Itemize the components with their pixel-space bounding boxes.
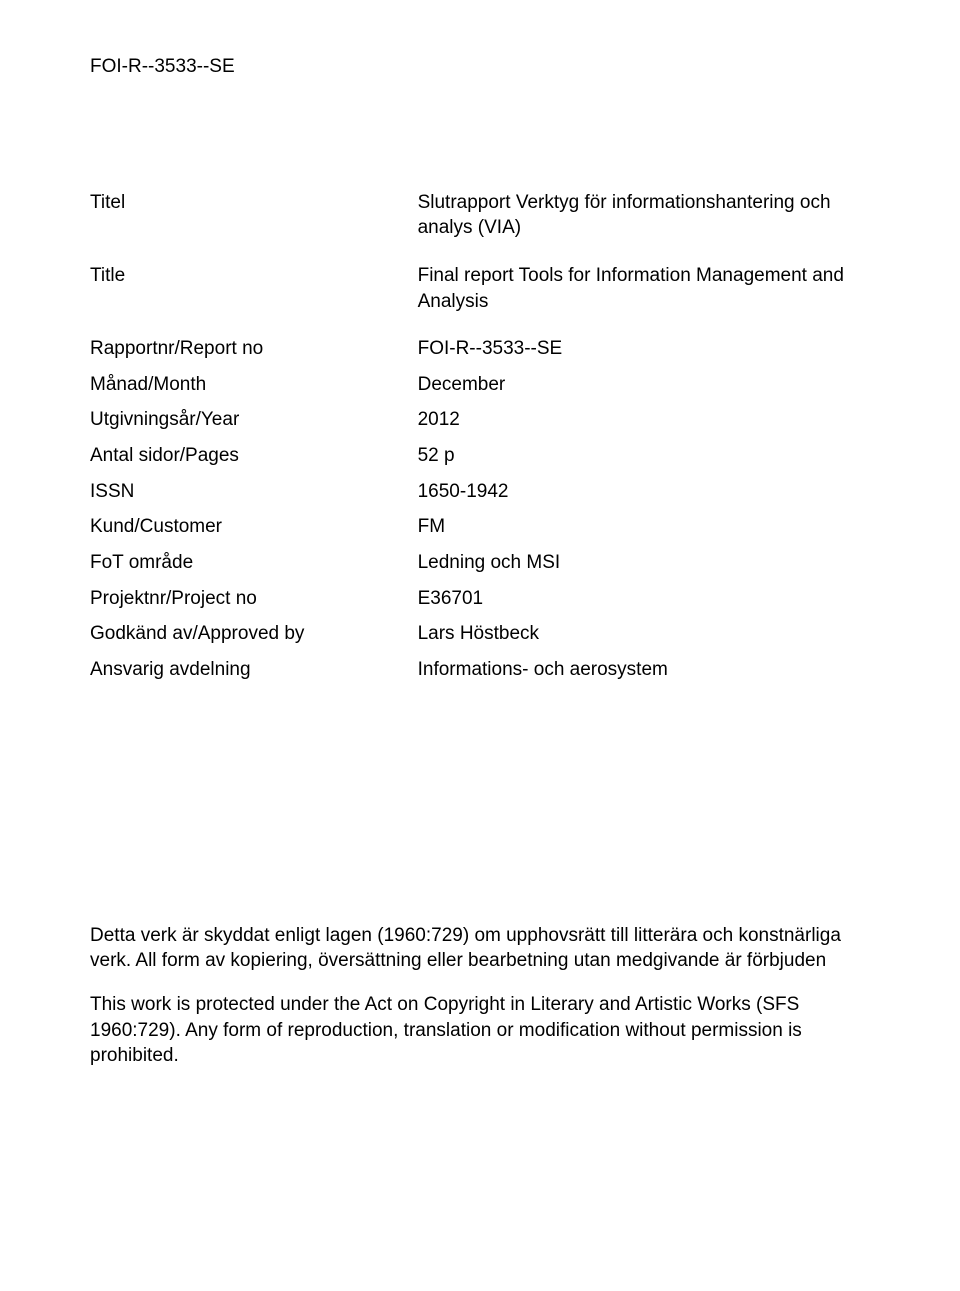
month-label: Månad/Month (90, 372, 418, 408)
issn-value: 1650-1942 (418, 479, 870, 515)
customer-value: FM (418, 514, 870, 550)
fot-label: FoT område (90, 550, 418, 586)
copyright-block: Detta verk är skyddat enligt lagen (1960… (90, 923, 870, 1069)
reportno-label: Rapportnr/Report no (90, 336, 418, 372)
month-value: December (418, 372, 870, 408)
document-id-header: FOI-R--3533--SE (90, 54, 870, 80)
title-label: Title (90, 263, 418, 336)
metadata-table: Titel Slutrapport Verktyg för informatio… (90, 190, 870, 693)
issn-label: ISSN (90, 479, 418, 515)
copyright-swedish: Detta verk är skyddat enligt lagen (1960… (90, 923, 870, 974)
projectno-value: E36701 (418, 586, 870, 622)
fot-value: Ledning och MSI (418, 550, 870, 586)
pages-label: Antal sidor/Pages (90, 443, 418, 479)
customer-label: Kund/Customer (90, 514, 418, 550)
dept-value: Informations- och aerosystem (418, 657, 870, 693)
projectno-label: Projektnr/Project no (90, 586, 418, 622)
dept-label: Ansvarig avdelning (90, 657, 418, 693)
year-value: 2012 (418, 407, 870, 443)
pages-value: 52 p (418, 443, 870, 479)
approved-value: Lars Höstbeck (418, 621, 870, 657)
reportno-value: FOI-R--3533--SE (418, 336, 870, 372)
copyright-english: This work is protected under the Act on … (90, 992, 870, 1069)
approved-label: Godkänd av/Approved by (90, 621, 418, 657)
title-value: Final report Tools for Information Manag… (418, 263, 870, 336)
year-label: Utgivningsår/Year (90, 407, 418, 443)
titel-value: Slutrapport Verktyg för informations­han… (418, 190, 870, 263)
titel-label: Titel (90, 190, 418, 263)
